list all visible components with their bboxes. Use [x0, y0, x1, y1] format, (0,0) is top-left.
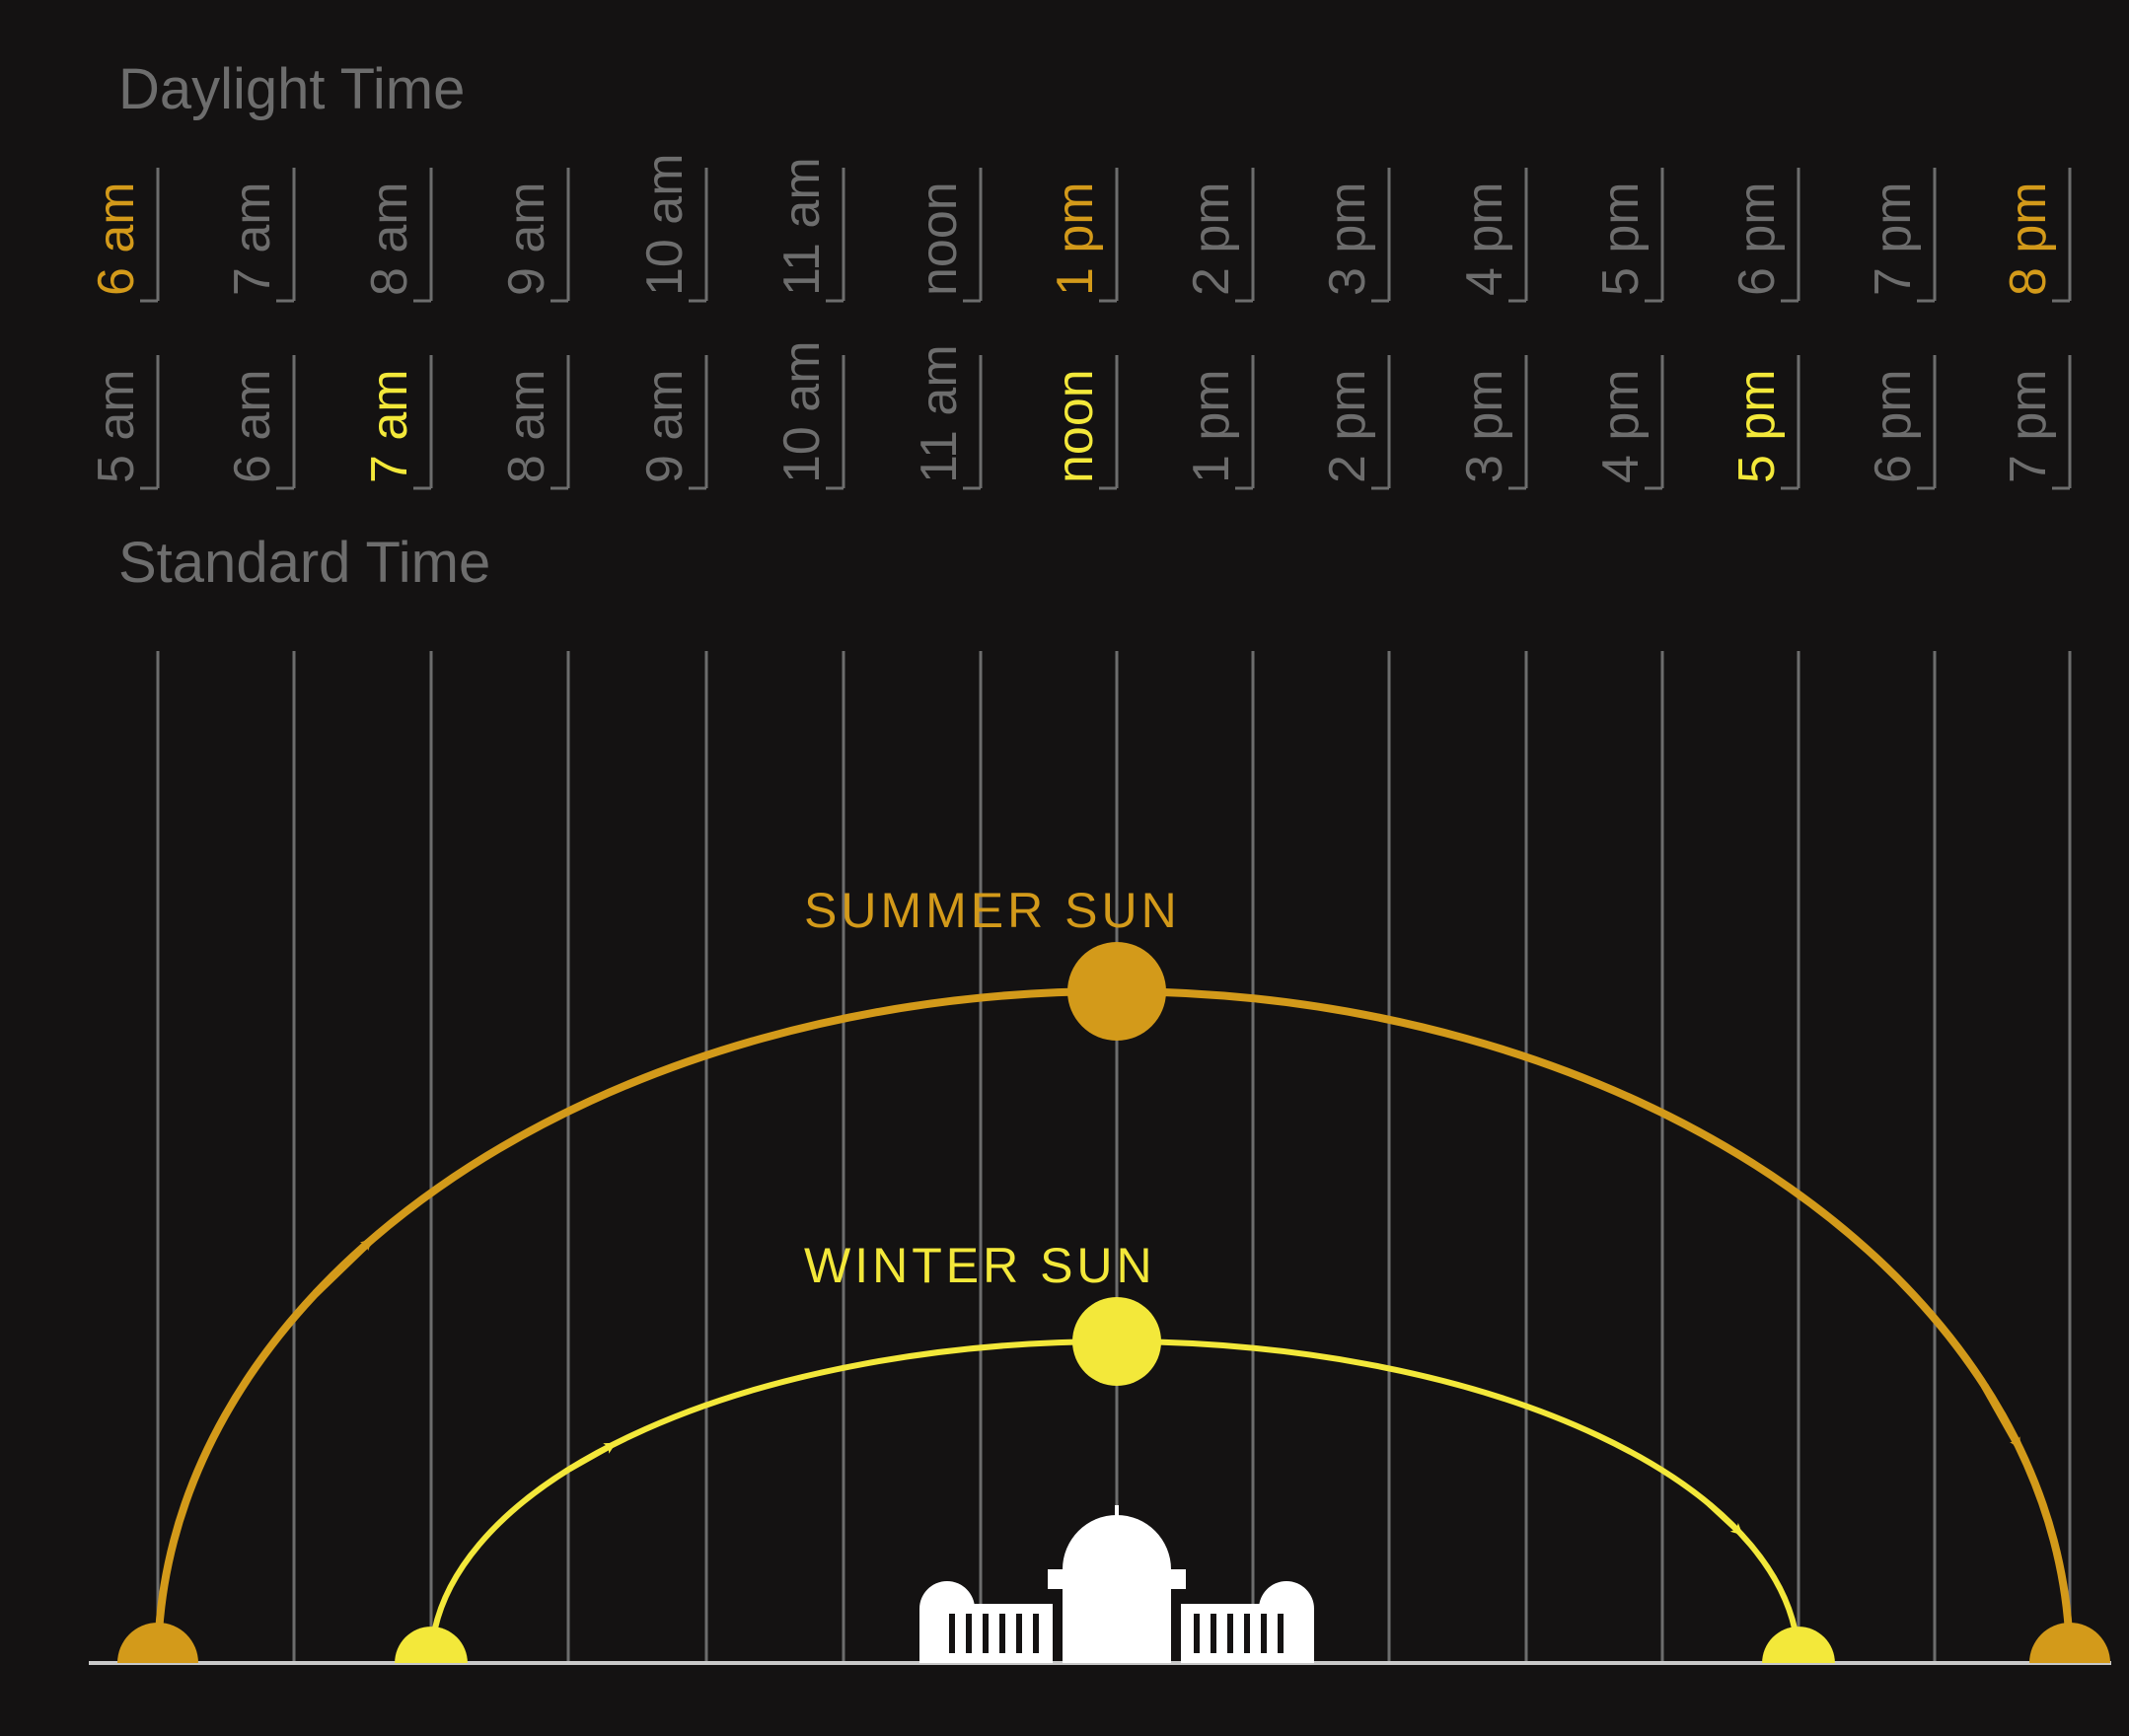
title-daylight: Daylight Time [118, 57, 465, 121]
time-label: 7 pm [1865, 181, 1922, 296]
time-label: 8 pm [2000, 181, 2057, 296]
sun-path-diagram: Daylight Time Standard Time 6 am 7 am 8 am 9 … [0, 0, 2129, 1736]
time-label: 2 pm [1183, 181, 1240, 296]
time-label: 3 pm [1319, 181, 1376, 296]
winter-arc-sunset [1762, 1627, 1835, 1700]
time-label: 9 am [636, 369, 694, 483]
time-label: 11 am [773, 157, 831, 296]
time-label: 7 am [361, 369, 418, 483]
title-standard: Standard Time [118, 531, 490, 595]
summer-arc-sun [1067, 942, 1166, 1041]
time-label: 7 pm [2000, 369, 2057, 483]
time-label: 11 am [911, 344, 968, 483]
winter-arc-sunrise [395, 1627, 468, 1700]
time-label: 4 pm [1456, 181, 1513, 296]
time-label: noon [911, 181, 968, 296]
summer-arc-label: SUMMER SUN [804, 883, 1181, 938]
time-label: 5 am [88, 369, 145, 483]
time-label: 8 am [498, 369, 555, 483]
time-label: 10 am [773, 340, 831, 483]
time-label: 8 am [361, 181, 418, 296]
building-icon [919, 1505, 1314, 1663]
time-label: 4 pm [1592, 369, 1650, 483]
time-label: 2 pm [1319, 369, 1376, 483]
time-label: 6 pm [1865, 369, 1922, 483]
winter-arc-arrow [1710, 1504, 1739, 1531]
winter-arc-label: WINTER SUN [804, 1238, 1156, 1293]
time-label: 3 pm [1456, 369, 1513, 483]
time-label: 9 am [498, 181, 555, 296]
winter-arc-sun [1072, 1297, 1161, 1386]
summer-arc-sunset [2029, 1623, 2110, 1703]
summer-arc-arrow [1984, 1386, 2018, 1445]
summer-arc-sunrise [117, 1623, 198, 1703]
time-label: 7 am [224, 181, 281, 296]
summer-arc-arrow [316, 1243, 369, 1294]
time-label: noon [1047, 369, 1104, 483]
time-label: 5 pm [1592, 181, 1650, 296]
time-label: 6 am [224, 369, 281, 483]
time-label: 6 pm [1728, 181, 1786, 296]
time-label: 1 pm [1047, 181, 1104, 296]
winter-arc-arrow [570, 1446, 612, 1470]
time-label: 6 am [88, 181, 145, 296]
time-label: 1 pm [1183, 369, 1240, 483]
time-label: 10 am [636, 153, 694, 296]
time-label: 5 pm [1728, 369, 1786, 483]
